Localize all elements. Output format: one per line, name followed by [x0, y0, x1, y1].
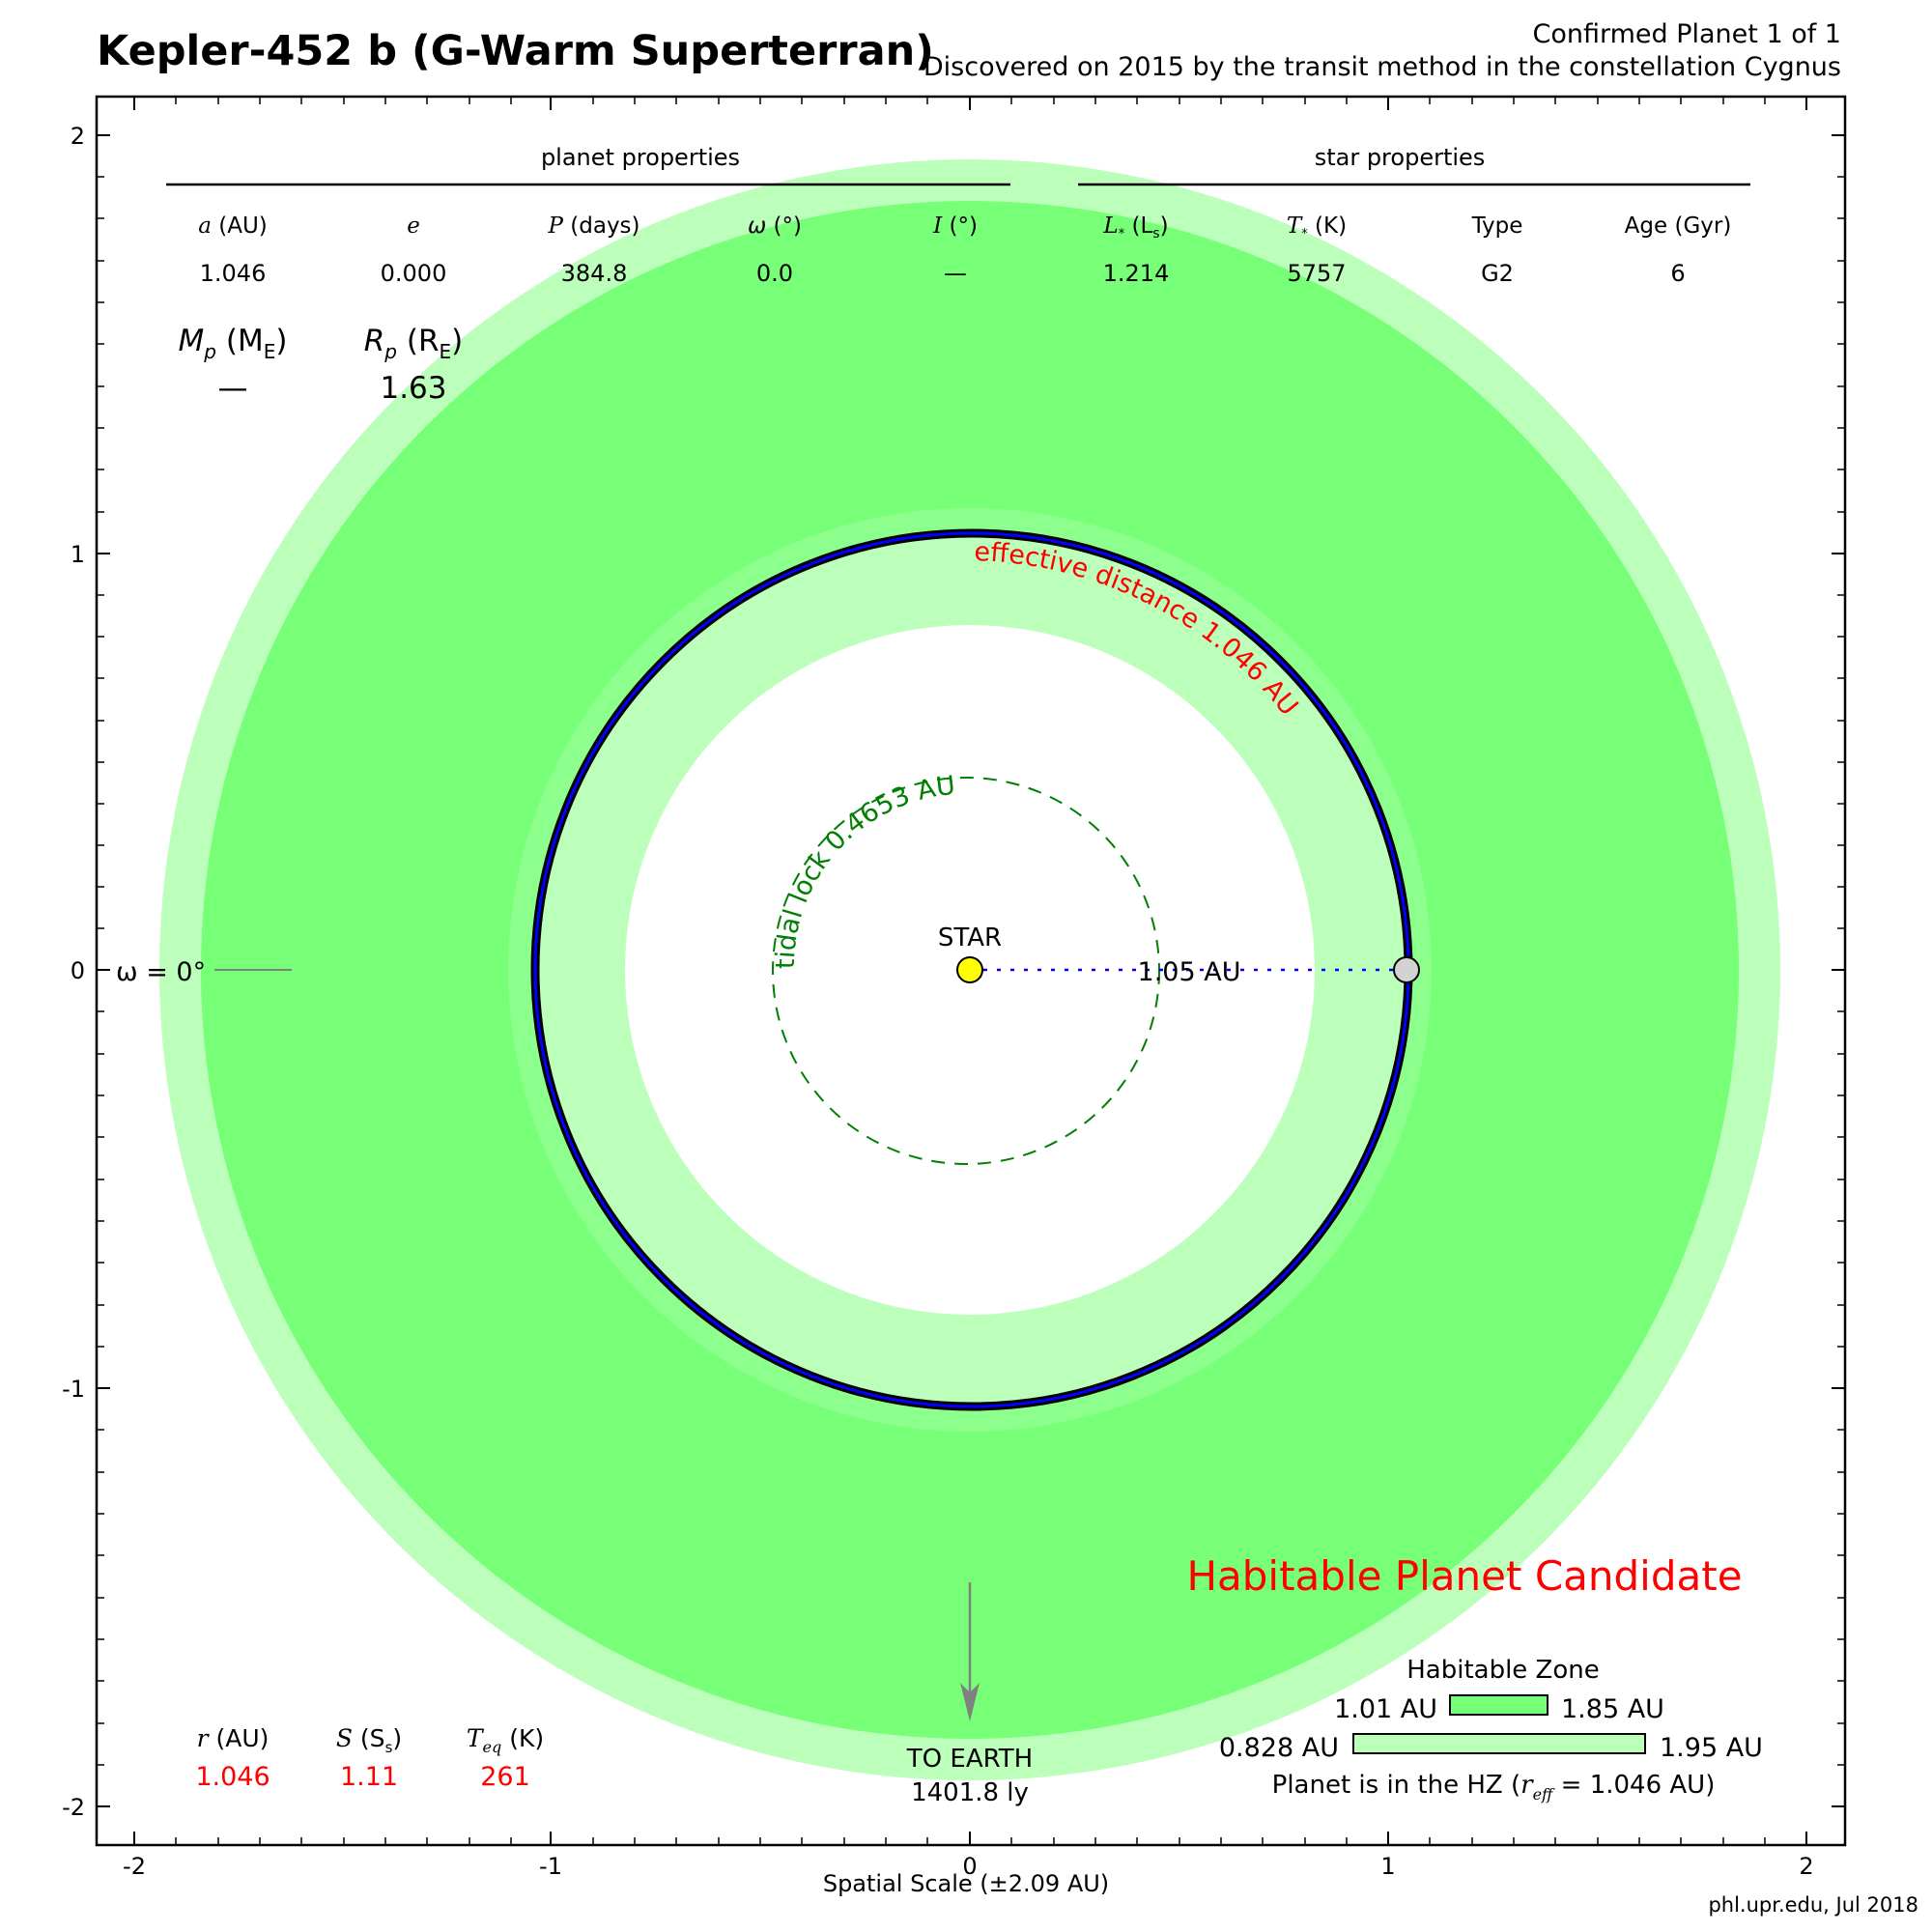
stat-value-s: 1.11	[340, 1762, 398, 1792]
mass-radius-block: Mp (ME) Rp (RE) — 1.63	[179, 324, 464, 406]
svg-text:0: 0	[71, 957, 85, 984]
x-axis-label: Spatial Scale (±2.09 AU)	[822, 1870, 1110, 1897]
stat-header-r: r (AU)	[197, 1724, 270, 1752]
value-omega: 0.0	[756, 260, 793, 287]
col-header-type: Type	[1471, 213, 1523, 239]
svg-text:2: 2	[71, 123, 85, 150]
svg-text:-1: -1	[539, 1853, 562, 1880]
star-properties-table: star properties L* (Ls) T* (K) Type Age …	[1078, 144, 1750, 287]
earth-arrow-icon	[960, 1683, 980, 1721]
planet-properties-heading: planet properties	[541, 144, 740, 171]
col-header-omega: ω (°)	[748, 213, 802, 239]
svg-text:-1: -1	[62, 1376, 85, 1403]
axis-minor-ticks	[97, 97, 1845, 1845]
svg-text:2: 2	[1799, 1853, 1813, 1880]
stat-header-s: S (Ss)	[336, 1724, 402, 1756]
planet-icon	[1393, 956, 1420, 983]
credit: phl.upr.edu, Jul 2018	[1708, 1893, 1918, 1917]
star-properties-heading: star properties	[1315, 144, 1486, 171]
star-icon	[956, 956, 983, 983]
bottom-stats: r (AU) S (Ss) Teq (K) 1.046 1.11 261	[195, 1724, 544, 1792]
radius-value: 1.63	[380, 371, 446, 406]
stat-value-r: 1.046	[195, 1762, 270, 1792]
page-title: Kepler-452 b (G-Warm Superterran)	[97, 27, 934, 75]
hz-optimistic-inner: 0.828 AU	[1219, 1733, 1339, 1763]
earth-distance: 1401.8 ly	[911, 1778, 1029, 1807]
stat-value-teq: 261	[480, 1762, 530, 1792]
col-header-p: P (days)	[547, 213, 639, 239]
col-header-luminosity: L* (Ls)	[1102, 213, 1168, 242]
y-tick-labels: 2 1 0 -1 -2	[62, 123, 85, 1821]
col-header-a: a (AU)	[198, 213, 268, 239]
value-p: 384.8	[561, 260, 628, 287]
svg-text:1: 1	[71, 541, 85, 568]
axis-ticks	[97, 97, 1845, 1845]
value-temperature: 5757	[1287, 260, 1346, 287]
col-header-e: e	[407, 213, 420, 239]
svg-text:-2: -2	[123, 1853, 146, 1880]
discovery-info: Discovered on 2015 by the transit method…	[923, 52, 1841, 82]
x-tick-labels: -2 -1 0 1 2	[123, 1853, 1814, 1880]
hz-conservative-bar	[1449, 1694, 1548, 1716]
to-earth-label: TO EARTH	[906, 1745, 1033, 1774]
planet-count: Confirmed Planet 1 of 1	[1532, 19, 1841, 49]
planet-properties-table: planet properties a (AU) e P (days) ω (°…	[166, 144, 1010, 287]
col-header-age: Age (Gyr)	[1625, 213, 1732, 239]
value-luminosity: 1.214	[1103, 260, 1170, 287]
value-age: 6	[1670, 260, 1685, 287]
svg-text:0: 0	[962, 1853, 977, 1880]
mass-label: Mp (ME)	[179, 324, 288, 363]
value-type: G2	[1481, 260, 1514, 287]
stat-header-teq: Teq (K)	[467, 1724, 544, 1756]
hz-conservative-inner: 1.01 AU	[1334, 1694, 1437, 1724]
hz-conservative-outer: 1.85 AU	[1561, 1694, 1664, 1724]
star-label: STAR	[938, 923, 1002, 952]
value-i: —	[944, 260, 967, 287]
mass-value: —	[218, 371, 248, 406]
svg-text:-2: -2	[62, 1794, 85, 1821]
hz-status-note: Planet is in the HZ (reff = 1.046 AU)	[1272, 1771, 1716, 1804]
distance-label: 1.05 AU	[1138, 957, 1241, 987]
habitable-zone-legend: Habitable Zone 1.01 AU 1.85 AU 0.828 AU …	[1219, 1656, 1763, 1804]
hz-legend-title: Habitable Zone	[1406, 1656, 1600, 1685]
value-e: 0.000	[381, 260, 447, 287]
habitability-status: Habitable Planet Candidate	[1186, 1552, 1742, 1600]
col-header-i: I (°)	[932, 213, 978, 239]
radius-label: Rp (RE)	[364, 324, 464, 363]
col-header-temperature: T* (K)	[1287, 213, 1347, 242]
value-a: 1.046	[200, 260, 267, 287]
svg-text:1: 1	[1380, 1853, 1395, 1880]
hz-optimistic-outer: 1.95 AU	[1660, 1733, 1763, 1763]
hz-optimistic-bar	[1352, 1733, 1646, 1754]
omega-label: ω = 0°	[116, 957, 206, 987]
